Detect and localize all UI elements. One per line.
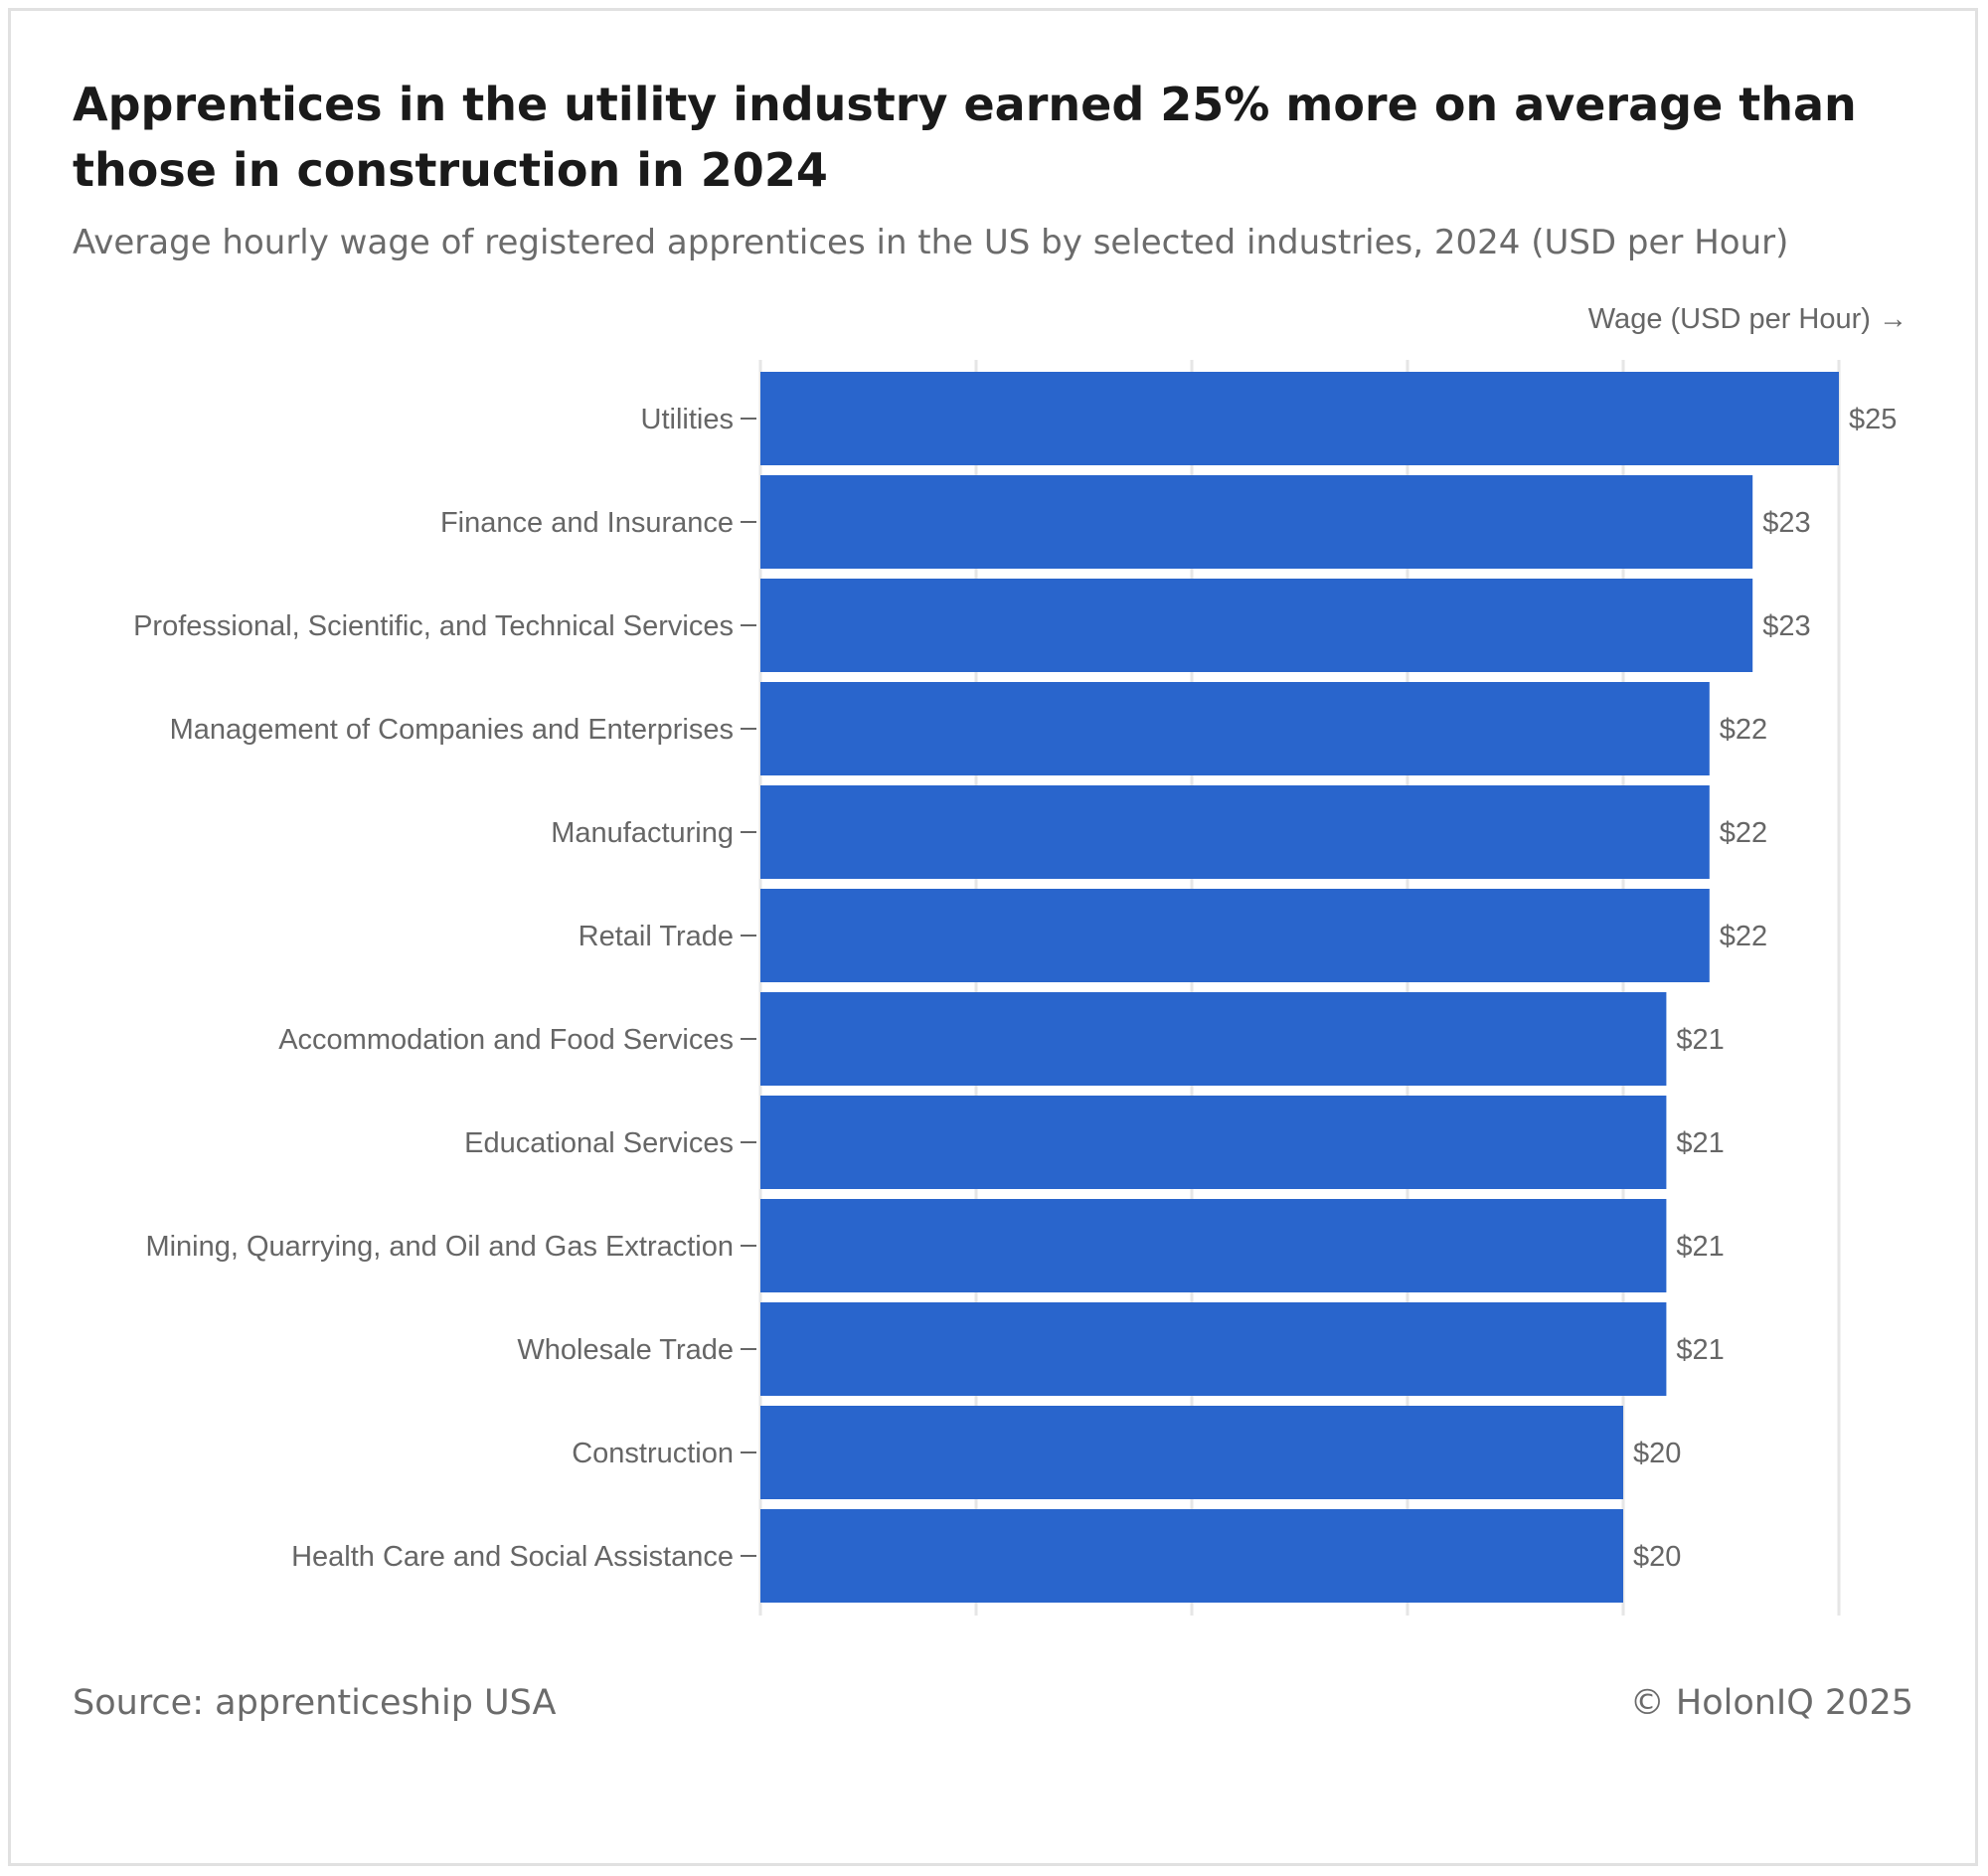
bar	[760, 1509, 1623, 1603]
copyright-note: © HolonIQ 2025	[1629, 1683, 1913, 1723]
data-label: $20	[1633, 1438, 1681, 1469]
bar	[760, 1406, 1623, 1499]
data-label: $25	[1849, 404, 1897, 435]
bars	[760, 372, 1839, 1603]
bar	[760, 1199, 1667, 1292]
data-label: $20	[1633, 1541, 1681, 1573]
y-tick-label: Mining, Quarrying, and Oil and Gas Extra…	[145, 1231, 734, 1263]
bar	[760, 992, 1667, 1086]
chart-subtitle: Average hourly wage of registered appren…	[73, 223, 1789, 262]
data-label: $22	[1720, 921, 1767, 952]
data-label: $21	[1676, 1127, 1724, 1159]
y-tick-label: Retail Trade	[579, 921, 734, 952]
data-label: $22	[1720, 714, 1767, 746]
y-tick-label: Management of Companies and Enterprises	[170, 714, 734, 746]
bar	[760, 372, 1839, 465]
data-label: $21	[1676, 1231, 1724, 1263]
chart-title: Apprentices in the utility industry earn…	[73, 78, 1857, 197]
y-tick-label: Professional, Scientific, and Technical …	[133, 610, 734, 642]
y-tick-label: Educational Services	[464, 1127, 734, 1159]
data-label: $23	[1762, 610, 1810, 642]
y-tick-label: Health Care and Social Assistance	[291, 1541, 734, 1573]
y-tick-label: Accommodation and Food Services	[278, 1024, 734, 1056]
x-axis-title: Wage (USD per Hour) →	[1588, 303, 1907, 335]
data-label: $21	[1676, 1024, 1724, 1056]
data-label: $22	[1720, 817, 1767, 849]
bar	[760, 1096, 1667, 1189]
y-tick-label: Manufacturing	[551, 817, 734, 849]
source-note: Source: apprenticeship USA	[73, 1683, 557, 1723]
y-tick-label: Utilities	[641, 404, 734, 435]
data-label: $23	[1762, 507, 1810, 539]
data-label: $21	[1676, 1334, 1724, 1366]
y-tick-label: Finance and Insurance	[440, 507, 734, 539]
labels: Utilities $25 Finance and Insurance $23 Prof…	[133, 404, 1897, 1573]
y-tick-label: Wholesale Trade	[517, 1334, 734, 1366]
bar	[760, 785, 1710, 879]
bar	[760, 889, 1710, 982]
bar	[760, 475, 1753, 569]
bar	[760, 682, 1710, 775]
bar	[760, 1302, 1667, 1396]
y-tick-label: Construction	[572, 1438, 734, 1469]
bar	[760, 579, 1753, 672]
